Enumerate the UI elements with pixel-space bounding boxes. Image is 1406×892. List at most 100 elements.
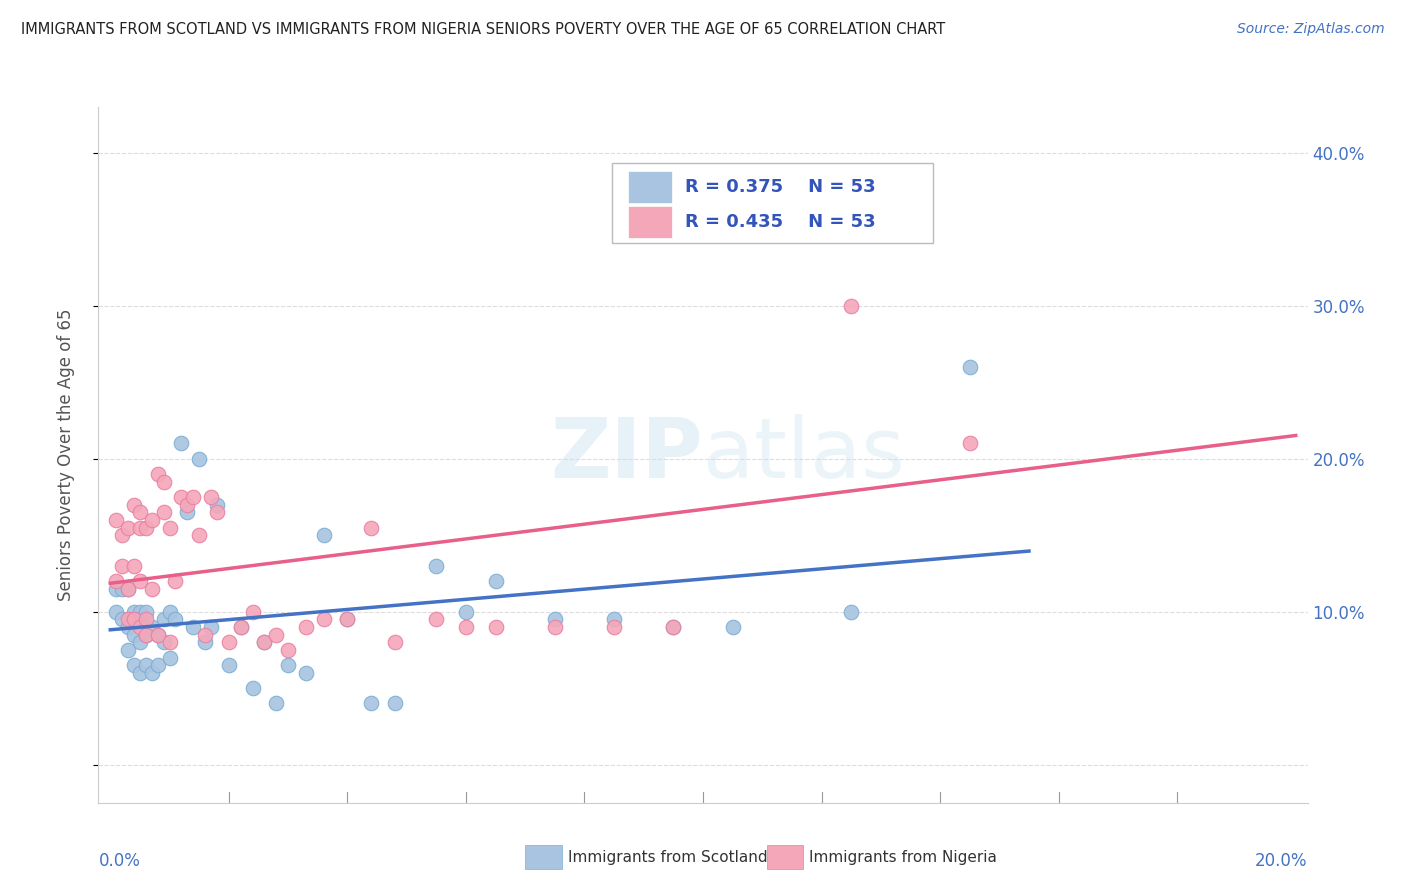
Point [129,620,152,634]
Text: IMMIGRANTS FROM SCOTLAND VS IMMIGRANTS FROM NIGERIA SENIORS POVERTY OVER THE AGE: IMMIGRANTS FROM SCOTLAND VS IMMIGRANTS F… [21,22,945,37]
Point [484,620,506,634]
Point [454,605,477,619]
Point [122,612,145,626]
Point [135,627,157,641]
Point [117,520,139,534]
Point [135,605,157,619]
Text: Source: ZipAtlas.com: Source: ZipAtlas.com [1237,22,1385,37]
Point [111,558,134,573]
Point [839,605,862,619]
Point [253,635,276,649]
Point [839,299,862,313]
Point [188,528,211,542]
Point [129,520,152,534]
Point [105,574,128,588]
Point [152,475,174,489]
Point [205,505,228,519]
Point [176,498,198,512]
FancyBboxPatch shape [526,846,561,869]
Point [122,627,145,641]
Point [959,436,981,450]
Text: Immigrants from Scotland: Immigrants from Scotland [568,849,768,864]
Point [117,612,139,626]
Point [135,520,157,534]
Point [122,658,145,673]
Point [229,620,252,634]
Point [454,620,477,634]
Point [264,697,287,711]
Point [129,635,152,649]
Point [117,643,139,657]
Point [295,620,318,634]
Point [360,520,382,534]
Point [188,451,211,466]
Point [603,612,626,626]
Point [176,505,198,519]
Point [336,612,359,626]
Point [336,612,359,626]
Point [194,627,217,641]
Text: 0.0%: 0.0% [98,852,141,870]
Point [111,582,134,596]
Point [111,528,134,542]
Point [484,574,506,588]
Point [159,650,181,665]
Point [159,605,181,619]
Point [200,620,222,634]
Point [425,612,447,626]
Point [129,574,152,588]
Point [253,635,276,649]
Point [721,222,744,236]
Point [129,665,152,680]
Point [277,643,299,657]
FancyBboxPatch shape [628,171,672,203]
Point [603,620,626,634]
Point [146,627,169,641]
Point [170,490,193,504]
Point [181,490,204,504]
Point [152,635,174,649]
Point [721,620,744,634]
Point [105,605,128,619]
Point [105,582,128,596]
Point [135,658,157,673]
Point [141,665,163,680]
Point [264,627,287,641]
Point [360,697,382,711]
Point [200,490,222,504]
Point [312,612,335,626]
Point [165,612,187,626]
Point [544,612,567,626]
Point [159,520,181,534]
Point [122,498,145,512]
Point [159,635,181,649]
Point [218,635,240,649]
Point [229,620,252,634]
FancyBboxPatch shape [613,162,932,243]
Point [135,612,157,626]
Point [129,505,152,519]
Point [105,513,128,527]
Point [117,582,139,596]
Point [662,620,685,634]
Text: R = 0.435    N = 53: R = 0.435 N = 53 [685,213,876,231]
Point [194,635,217,649]
Point [181,620,204,634]
Point [218,658,240,673]
Point [242,681,264,695]
Point [146,467,169,481]
Point [384,635,406,649]
Point [170,436,193,450]
Point [152,612,174,626]
Text: Immigrants from Nigeria: Immigrants from Nigeria [810,849,997,864]
Point [425,558,447,573]
Point [129,605,152,619]
Point [135,627,157,641]
Text: R = 0.375    N = 53: R = 0.375 N = 53 [685,178,876,196]
Point [384,697,406,711]
Point [117,582,139,596]
Text: ZIP: ZIP [551,415,703,495]
Point [122,605,145,619]
Point [152,505,174,519]
Point [122,558,145,573]
